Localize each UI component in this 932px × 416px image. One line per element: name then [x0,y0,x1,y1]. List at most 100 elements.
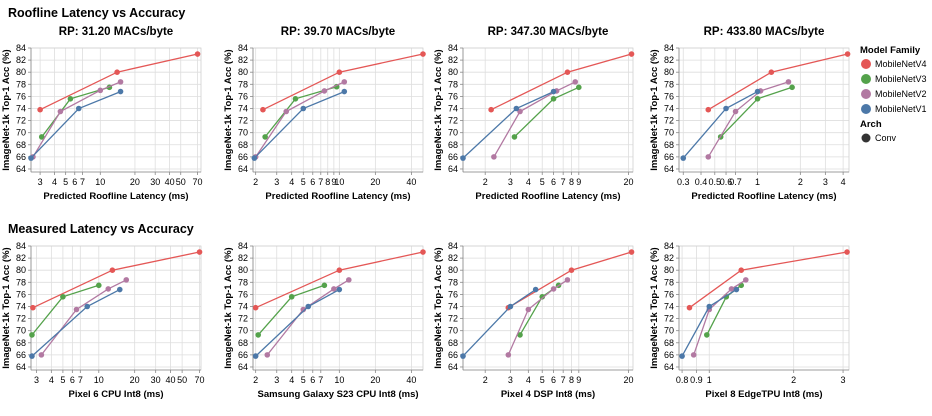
plot-frame [678,245,850,371]
y-tick-label: 80 [238,265,248,275]
y-tick-label: 82 [664,55,674,65]
data-point [513,105,520,112]
y-tick-label: 74 [664,301,674,311]
x-tick-label: 5 [60,375,65,385]
x-tick-label: 3 [823,177,828,187]
x-tick-label: 7 [80,177,85,187]
data-point [754,88,761,95]
data-point [732,108,739,115]
y-tick-label: 80 [16,265,26,275]
y-tick-label: 84 [664,241,674,251]
x-tick-label: 30 [150,177,160,187]
y-tick-label: 80 [448,265,458,275]
x-tick-label: 0.5 [709,177,722,187]
x-tick-label: 40 [406,177,416,187]
plot-frame [30,47,202,173]
x-tick-label: 20 [623,375,633,385]
series-mobilenetv2 [705,79,792,160]
y-axis-label: ImageNet-1k Top-1 Acc (%) [433,49,444,170]
x-tick-label: 1 [755,177,760,187]
x-tick-label: 6 [551,375,556,385]
y-tick-label: 80 [448,67,458,77]
y-tick-label: 76 [448,91,458,101]
x-tick-label: 4 [52,177,57,187]
y-tick-label: 72 [16,314,26,324]
x-tick-label: 10 [334,177,344,187]
y-tick-label: 66 [16,152,26,162]
x-tick-label: 8 [569,375,574,385]
x-tick-label: 9 [576,177,581,187]
series-mobilenetv3 [255,282,328,338]
data-point [260,106,266,113]
x-tick-label: 4 [526,177,531,187]
series-mobilenetv4 [505,249,635,311]
x-tick-label: 50 [176,177,186,187]
data-point [550,286,557,292]
x-tick-label: 70 [193,177,203,187]
y-tick-label: 78 [664,277,674,287]
series-mobilenetv4 [30,249,203,311]
y-tick-label: 84 [238,241,248,251]
y-tick-label: 68 [238,338,248,348]
data-point [517,332,523,338]
chart-panel-2: RP: 347.30 MACs/byte64666870727476788082… [433,26,635,202]
x-tick-label: 6 [72,177,77,187]
y-tick-label: 82 [16,253,26,263]
series-line [707,53,848,111]
x-tick-label: 5 [63,177,68,187]
x-tick-label: 40 [166,375,176,385]
y-tick-label: 64 [238,164,248,174]
data-point [346,277,352,283]
x-tick-label: 2 [253,375,258,385]
chart-panels: RP: 31.20 MACs/byte646668707274767880828… [1,26,851,400]
data-point [116,286,123,293]
y-tick-label: 78 [448,277,458,287]
legend-family-list: MobileNetV4 MobileNetV3 MobileNetV2 MobileN… [861,59,927,114]
y-tick-label: 80 [16,67,26,77]
data-point [123,277,130,283]
data-point [686,304,693,311]
x-tick-label: 6 [551,177,556,187]
x-tick-label: 7 [561,375,566,385]
series-line [266,279,350,356]
section-title-measured: Measured Latency vs Accuracy [8,222,194,236]
x-tick-label: 20 [370,177,380,187]
x-tick-label: 4 [526,375,531,385]
y-tick-label: 70 [16,128,26,138]
legend-item-mobilenetv1: MobileNetV1 [861,104,927,114]
x-tick-label: 0.3 [677,177,690,187]
data-point [283,108,290,115]
series-line [32,251,200,309]
x-tick-label: 10 [334,375,344,385]
data-point [844,249,850,255]
data-point [564,277,571,283]
data-point [57,108,64,115]
y-tick-label: 72 [238,116,248,126]
series-line [490,53,632,111]
x-axis-label: Predicted Roofline Latency (ms) [265,191,410,202]
data-point [321,282,328,289]
y-tick-label: 72 [16,116,26,126]
data-point [844,51,851,57]
data-point [420,51,426,57]
data-point [507,303,514,310]
y-axis-label: ImageNet-1k Top-1 Acc (%) [649,49,660,170]
chart-panel-7: 64 66 68 70 72 74 76 78 80 82 84 0.8 0.9 1 2 3 Pixel 8 E… [649,241,850,400]
section-title-roofline: Roofline Latency vs Accuracy [8,6,185,20]
chart-panel-3: RP: 433.80 MACs/byte 64 66 68 70 72 74 76 78 80 82… [649,26,851,202]
series-mobilenetv3 [511,84,582,140]
panel-title: RP: 433.80 MACs/byte [704,26,825,38]
data-point [743,277,749,283]
x-tick-label: 6 [310,375,315,385]
data-point [723,105,729,112]
data-point [73,306,80,313]
y-tick-label: 80 [664,67,674,77]
data-point [60,294,66,300]
x-axis-label: Pixel 8 EdgeTPU Int8 (ms) [705,389,822,400]
x-tick-label: 2 [253,177,258,187]
data-point [37,106,43,113]
x-tick-label: 9 [576,375,581,385]
x-tick-label: 30 [151,375,161,385]
data-point [525,306,532,313]
y-tick-label: 74 [448,301,458,311]
